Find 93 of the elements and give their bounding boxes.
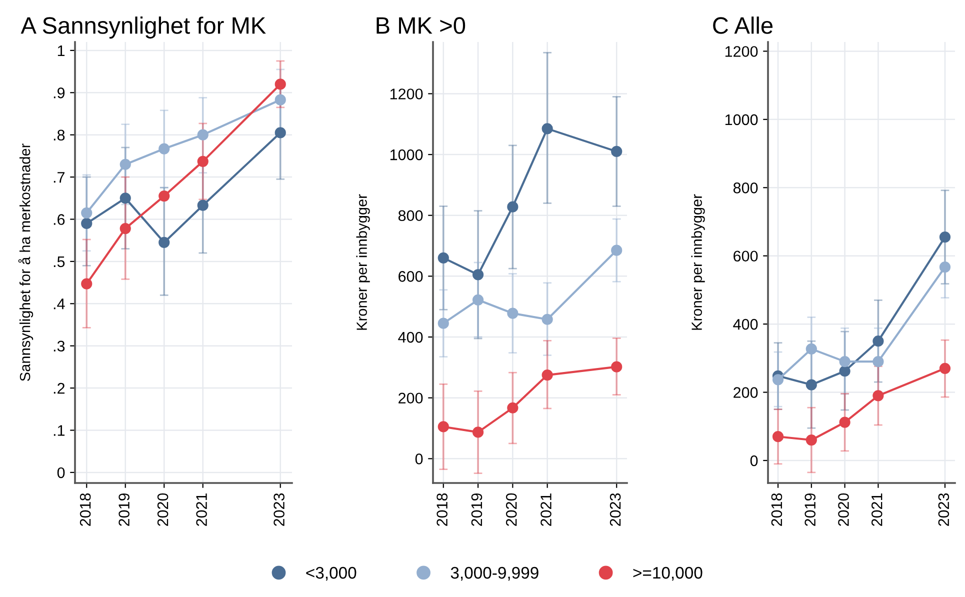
point (772, 374, 784, 386)
point (472, 294, 484, 306)
point (806, 343, 817, 355)
point (197, 129, 208, 140)
chart-title: A Sannsynlighet for MK (20, 16, 266, 39)
y-tick-label: 1200 (725, 46, 758, 57)
legend-label: 3,000-9,999 (450, 566, 538, 581)
point (120, 192, 131, 204)
x-tick-label: 2019 (471, 493, 482, 526)
y-tick-label: 1000 (390, 149, 423, 160)
point (611, 361, 622, 372)
x-tick-label: 2023 (938, 493, 950, 526)
point (438, 421, 449, 432)
x-tick-label: 2018 (771, 493, 782, 526)
point (438, 318, 449, 329)
point (120, 222, 131, 234)
y-tick-label: .5 (54, 256, 65, 268)
point (158, 190, 170, 202)
point (507, 308, 518, 319)
y-tick-label: 800 (733, 182, 758, 194)
x-tick-label: 2021 (540, 493, 552, 526)
y-tick-label: 800 (398, 210, 423, 222)
point (839, 416, 850, 428)
x-tick-label: 2023 (274, 493, 284, 526)
y-tick-label: .4 (54, 298, 65, 310)
y-tick-label: 400 (733, 318, 758, 330)
y-tick-label: 400 (398, 332, 423, 343)
point (542, 369, 553, 381)
point (939, 262, 951, 273)
y-axis-title: Sannsynlighet for å ha merkostnader (18, 144, 34, 381)
point (772, 431, 784, 442)
y-axis-title: Kroner per innbygger (356, 194, 370, 330)
point (274, 78, 286, 90)
x-tick-label: 2018 (436, 493, 448, 526)
point (839, 356, 850, 368)
point (81, 278, 92, 290)
y-tick-label: 1000 (725, 114, 758, 126)
point (542, 314, 553, 325)
y-tick-label: 1200 (390, 88, 423, 100)
point (81, 207, 92, 218)
point (197, 156, 208, 167)
x-tick-label: 2023 (610, 493, 621, 526)
y-tick-label: 1 (58, 45, 65, 56)
y-tick-label: .7 (54, 172, 65, 183)
legend-label: <3,000 (306, 566, 356, 581)
point (438, 252, 449, 264)
y-tick-label: .9 (54, 88, 65, 98)
point (872, 390, 884, 402)
x-tick-label: 2019 (118, 493, 130, 526)
point (507, 402, 518, 414)
x-tick-label: 2020 (157, 493, 168, 526)
y-tick-label: .2 (54, 382, 65, 394)
point (158, 236, 170, 248)
point (542, 123, 553, 134)
y-tick-label: 600 (734, 250, 758, 262)
point (839, 366, 850, 377)
y-tick-label: .1 (54, 425, 65, 436)
y-axis-title: Kroner per innbygger (691, 194, 705, 330)
y-tick-label: .3 (54, 340, 65, 352)
point (158, 143, 170, 154)
point (274, 94, 286, 106)
chart-title: B MK >0 (376, 17, 466, 34)
point (81, 218, 92, 230)
y-tick-label: 200 (398, 392, 423, 404)
point (806, 379, 817, 390)
point (939, 362, 951, 374)
y-tick-label: .6 (54, 214, 65, 225)
x-tick-label: 2020 (506, 493, 517, 526)
point (611, 244, 622, 256)
x-tick-label: 2021 (196, 493, 207, 526)
point (120, 158, 131, 170)
point (472, 269, 484, 280)
y-tick-label: 600 (398, 271, 423, 282)
point (274, 127, 286, 138)
chart-title: C Alle (713, 16, 773, 34)
x-tick-label: 2021 (871, 493, 882, 526)
y-tick-label: .8 (54, 130, 65, 141)
y-tick-label: 0 (57, 467, 65, 478)
x-tick-label: 2019 (804, 493, 816, 526)
point (197, 200, 208, 211)
y-tick-label: 0 (415, 454, 423, 464)
point (611, 146, 622, 158)
point (939, 232, 951, 243)
point (872, 336, 884, 347)
point (472, 426, 484, 438)
point (806, 434, 817, 446)
point (872, 356, 884, 368)
y-tick-label: 200 (734, 387, 758, 398)
y-tick-label: 0 (750, 455, 758, 466)
point (507, 201, 518, 212)
legend-label: >=10,000 (633, 566, 702, 581)
x-tick-label: 2020 (838, 493, 849, 526)
x-tick-label: 2018 (80, 493, 91, 526)
